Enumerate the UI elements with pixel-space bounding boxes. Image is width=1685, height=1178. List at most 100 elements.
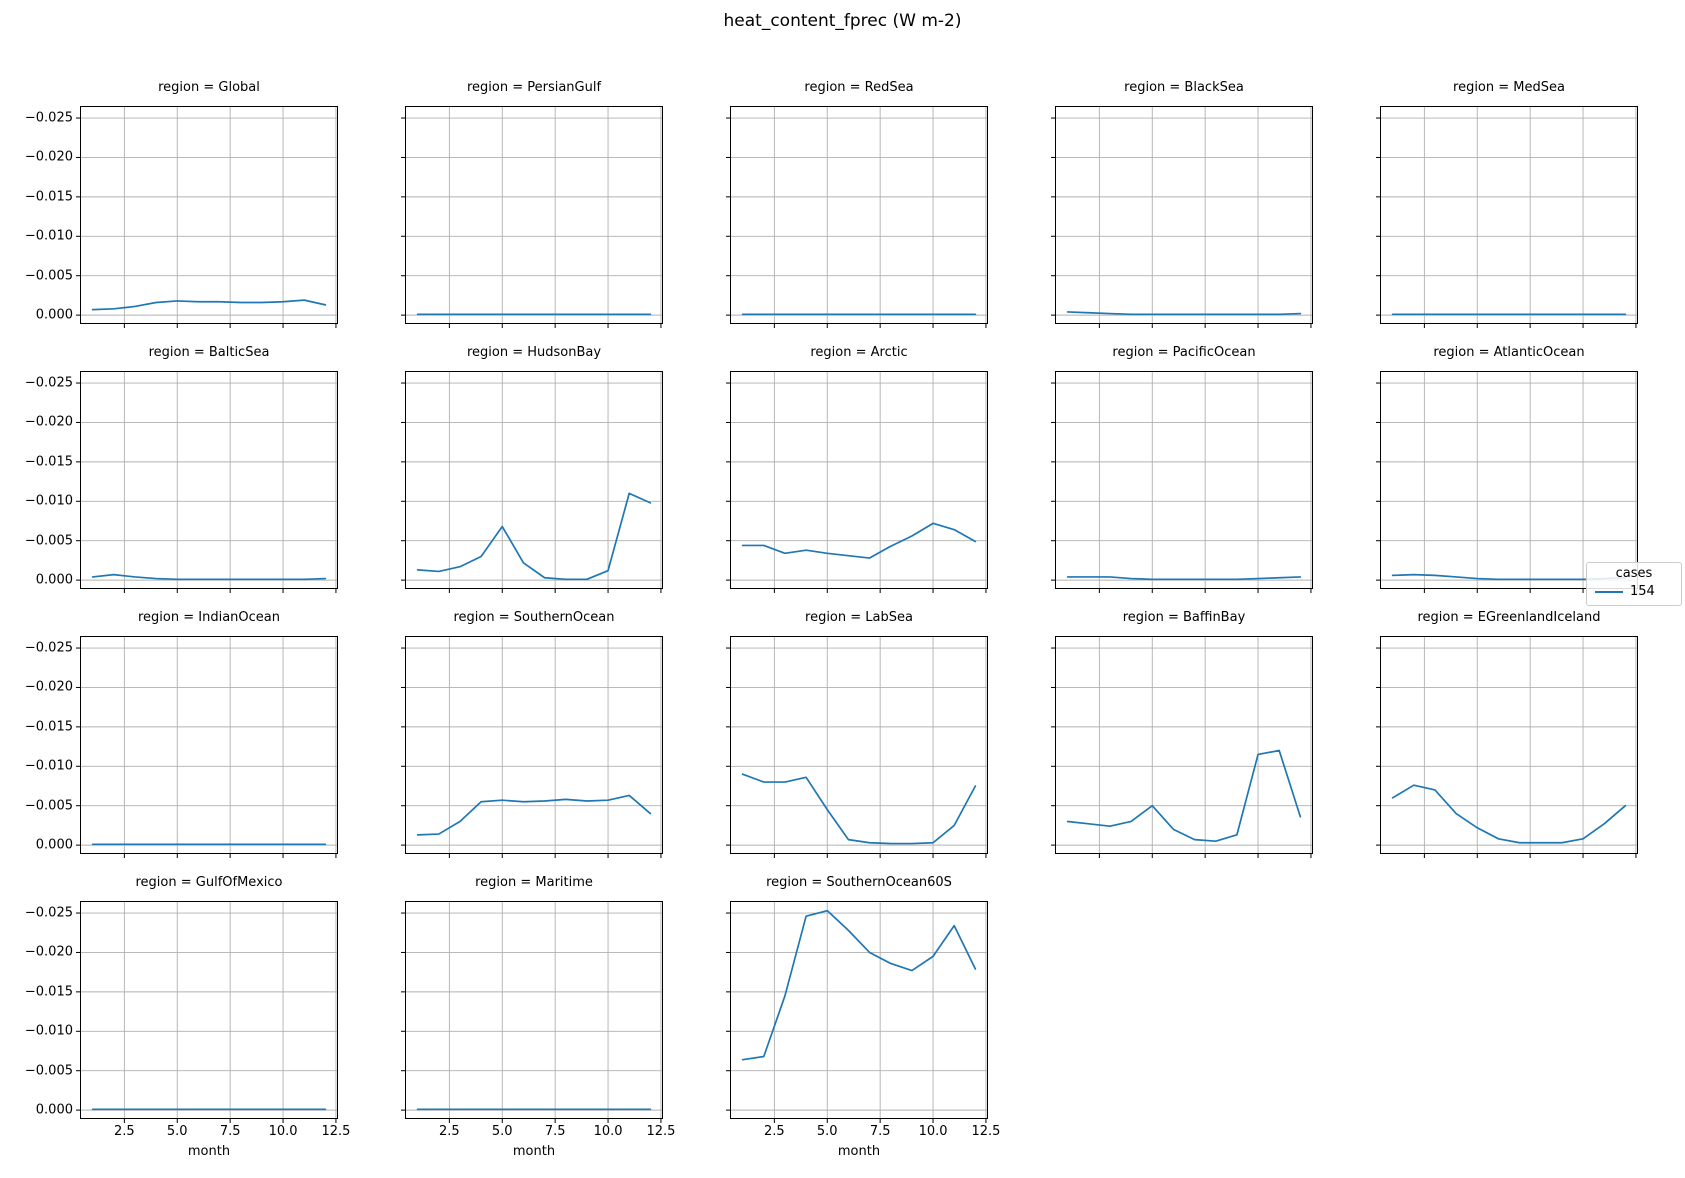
facet-BalticSea: region = BalticSea −0.025 −0.020 −0.015 −0.0… <box>25 341 338 593</box>
legend: cases 154 <box>1586 562 1682 606</box>
y-tick-label: −0.020 <box>24 679 73 695</box>
line-series-154 <box>1066 576 1302 581</box>
plot-canvas <box>76 637 337 858</box>
plot-area <box>726 636 988 858</box>
plot-canvas <box>76 372 337 593</box>
plot-area: −0.025 −0.020 −0.015 −0.010 −0.005 0.000 <box>25 371 338 593</box>
plot-area <box>401 106 663 328</box>
facet-title: region = BaffinBay <box>1122 610 1246 625</box>
x-tick-label: 2.5 <box>114 1124 135 1139</box>
x-tick-label: 2.5 <box>764 1124 785 1139</box>
line-series-154 <box>416 492 652 581</box>
y-tick-label: 0.000 <box>35 572 73 588</box>
facet-title: region = EGreenlandIceland <box>1417 610 1601 625</box>
x-tick-label: 5.0 <box>816 1124 838 1139</box>
line-series-154 <box>91 299 327 311</box>
facet-Maritime: region = Maritime 2.5 5.0 7.5 10.0 12.5 month <box>401 871 675 1159</box>
plot-area: −0.025 −0.020 −0.015 −0.010 −0.005 0.000 <box>25 106 338 328</box>
y-tick-label: −0.015 <box>24 189 73 205</box>
facet-BlackSea: region = BlackSea <box>1051 76 1313 328</box>
x-tick-label: 12.5 <box>646 1124 676 1139</box>
facet-RedSea: region = RedSea <box>726 76 988 328</box>
plot-canvas <box>1051 637 1312 858</box>
facet-title: region = IndianOcean <box>138 610 280 625</box>
x-tick-label: 7.5 <box>869 1124 891 1139</box>
x-axis-label: month <box>512 1144 556 1159</box>
y-tick-label: 0.000 <box>35 837 73 853</box>
x-tick-label: 12.5 <box>321 1124 351 1139</box>
x-tick-label: 10.0 <box>918 1124 948 1139</box>
line-series-154 <box>1391 784 1627 844</box>
facet-grid: region = Global −0.025 −0.020 −0.015 −0.010−… <box>25 76 1685 1159</box>
facet-IndianOcean: region = IndianOcean −0.025 −0.020 −0.015 −0… <box>25 606 338 858</box>
facet-SouthernOcean60S: region = SouthernOcean60S 2.5 5.0 7.5 10.0 12… <box>726 871 1000 1159</box>
plot-area <box>726 371 988 593</box>
y-tick-label: −0.005 <box>24 1063 73 1079</box>
facet-title: region = MedSea <box>1453 80 1565 95</box>
plot-canvas <box>401 902 662 1123</box>
facet-GulfOfMexico: region = GulfOfMexico −0.025 −0.020 −0.015 −… <box>25 871 351 1159</box>
y-tick-label: −0.015 <box>24 454 73 470</box>
y-tick-label: −0.010 <box>24 493 73 509</box>
plot-area <box>1051 371 1313 593</box>
x-axis-label: month <box>187 1144 231 1159</box>
plot-canvas <box>726 637 987 858</box>
plot-canvas <box>1376 372 1637 593</box>
line-series-154 <box>741 909 977 1061</box>
facet-title: region = SouthernOcean60S <box>766 875 952 890</box>
plot-canvas <box>726 372 987 593</box>
y-tick-label: −0.010 <box>24 758 73 774</box>
plot-canvas <box>1376 637 1637 858</box>
line-series-154 <box>416 794 652 836</box>
facet-title: region = BalticSea <box>148 345 270 360</box>
plot-canvas <box>401 637 662 858</box>
y-tick-label: −0.020 <box>24 414 73 430</box>
y-tick-label: −0.005 <box>24 268 73 284</box>
legend-title: cases <box>1615 566 1653 581</box>
plot-canvas <box>726 107 987 328</box>
y-tick-label: −0.015 <box>24 984 73 1000</box>
facet-title: region = AtlanticOcean <box>1433 345 1585 360</box>
x-tick-label: 7.5 <box>219 1124 241 1139</box>
plot-canvas <box>76 902 337 1123</box>
plot-area: −0.025 −0.020 −0.015 −0.010 −0.005 0.000 <box>25 636 338 858</box>
facet-PacificOcean: region = PacificOcean <box>1051 341 1313 593</box>
plot-canvas <box>1051 107 1312 328</box>
y-tick-label: −0.010 <box>24 1023 73 1039</box>
facet-AtlanticOcean: region = AtlanticOcean <box>1376 341 1638 593</box>
y-tick-label: −0.020 <box>24 944 73 960</box>
plot-canvas <box>76 107 337 328</box>
plot-area <box>1376 636 1638 858</box>
y-tick-label: −0.010 <box>24 228 73 244</box>
facet-title: region = BlackSea <box>1124 80 1244 95</box>
line-series-154 <box>91 573 327 581</box>
x-tick-label: 10.0 <box>268 1124 298 1139</box>
plot-area: 2.5 5.0 7.5 10.0 12.5 month <box>726 901 1000 1159</box>
facet-SouthernOcean: region = SouthernOcean <box>401 606 663 858</box>
facet-Arctic: region = Arctic <box>726 341 988 593</box>
y-tick-label: −0.020 <box>24 149 73 165</box>
facet-MedSea: region = MedSea <box>1376 76 1638 328</box>
legend-entry: 154 <box>1595 584 1673 599</box>
facet-title: region = GulfOfMexico <box>135 875 283 890</box>
line-series-154 <box>741 522 977 559</box>
facet-HudsonBay: region = HudsonBay <box>401 341 663 593</box>
plot-area: −0.025 −0.020 −0.015 −0.010 −0.005 0.000 2.5 5.… <box>25 901 350 1159</box>
plot-area <box>1376 106 1638 328</box>
y-tick-label: −0.025 <box>24 905 73 921</box>
plot-area <box>1376 371 1638 593</box>
y-tick-label: 0.000 <box>35 307 73 323</box>
x-tick-label: 2.5 <box>439 1124 460 1139</box>
facet-PersianGulf: region = PersianGulf <box>401 76 663 328</box>
plot-canvas <box>1376 107 1637 328</box>
plot-canvas <box>726 902 987 1123</box>
plot-area <box>401 636 663 858</box>
plot-area <box>1051 106 1313 328</box>
x-tick-label: 7.5 <box>544 1124 566 1139</box>
plot-area <box>1051 636 1313 858</box>
x-tick-label: 10.0 <box>593 1124 623 1139</box>
line-series-154 <box>1066 311 1302 316</box>
plot-canvas <box>401 107 662 328</box>
x-axis-label: month <box>837 1144 881 1159</box>
facet-title: region = SouthernOcean <box>453 610 615 625</box>
